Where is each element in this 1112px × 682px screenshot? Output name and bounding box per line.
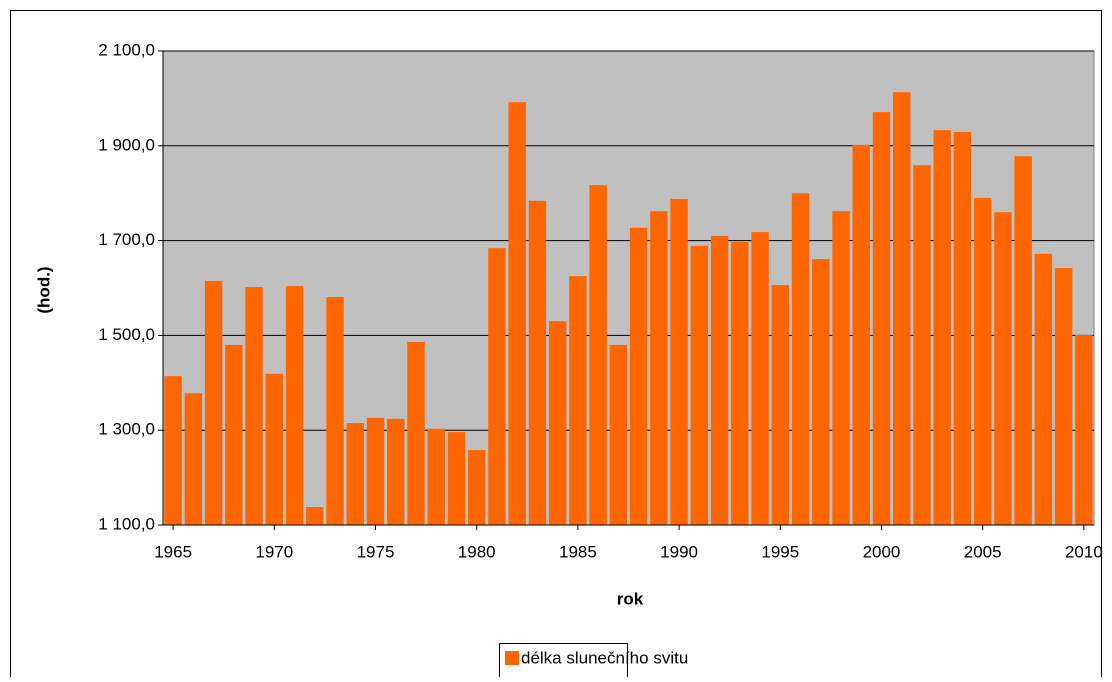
bar (346, 423, 364, 525)
bar (852, 144, 870, 526)
bar (528, 200, 547, 525)
bar (812, 259, 830, 525)
bar (508, 102, 526, 525)
bar (1014, 156, 1032, 525)
legend-label: délka slunečního svitu (521, 648, 688, 667)
bar (326, 297, 344, 525)
x-tick-label: 1980 (458, 542, 496, 561)
y-tick-label: 2 100,0 (98, 40, 155, 59)
x-tick-label: 1985 (559, 542, 597, 561)
bar (204, 280, 223, 525)
x-tick-label: 2010 (1065, 542, 1103, 561)
bar (953, 132, 972, 525)
bar (872, 112, 891, 526)
x-tick-label: 1995 (761, 542, 799, 561)
bar (245, 287, 263, 525)
x-tick-label: 2005 (964, 542, 1002, 561)
bar (690, 245, 709, 525)
bar (366, 417, 385, 525)
x-axis-label: rok (617, 589, 644, 608)
y-tick-label: 1 100,0 (98, 514, 155, 533)
bar (791, 193, 810, 525)
bar (832, 211, 850, 525)
bar (265, 373, 284, 525)
bar (387, 418, 405, 525)
bar (994, 212, 1012, 525)
bar (731, 242, 749, 525)
bar (771, 285, 789, 525)
bar (225, 344, 243, 525)
bar (427, 428, 445, 525)
y-tick-label: 1 700,0 (98, 230, 155, 249)
bar (285, 286, 304, 525)
bar (751, 232, 769, 525)
bar (1075, 334, 1093, 525)
bar (184, 393, 203, 525)
y-tick-label: 1 300,0 (98, 420, 155, 439)
x-tick-label: 1990 (660, 542, 698, 561)
bar (1054, 268, 1073, 525)
y-axis-label: (hod.) (34, 266, 53, 313)
bar (609, 344, 628, 525)
bar (589, 185, 607, 525)
bar (569, 276, 587, 525)
legend-swatch (505, 651, 519, 665)
bar (407, 342, 425, 525)
x-tick-label: 1970 (255, 542, 293, 561)
bar (468, 450, 486, 525)
bar (933, 130, 951, 525)
x-tick-label: 1965 (154, 542, 192, 561)
bar (913, 165, 931, 525)
bar (710, 235, 729, 526)
bar (548, 321, 567, 525)
bar (629, 227, 648, 525)
bar (488, 248, 506, 525)
y-tick-label: 1 900,0 (98, 135, 155, 154)
bar (1034, 253, 1053, 525)
x-tick-label: 2000 (863, 542, 901, 561)
x-tick-label: 1975 (357, 542, 395, 561)
bar (447, 432, 466, 525)
bar (306, 506, 324, 525)
y-tick-label: 1 500,0 (98, 325, 155, 344)
bar (973, 197, 992, 525)
bar (893, 92, 911, 525)
bar (164, 376, 182, 525)
bar (670, 198, 688, 525)
bar (650, 211, 668, 525)
